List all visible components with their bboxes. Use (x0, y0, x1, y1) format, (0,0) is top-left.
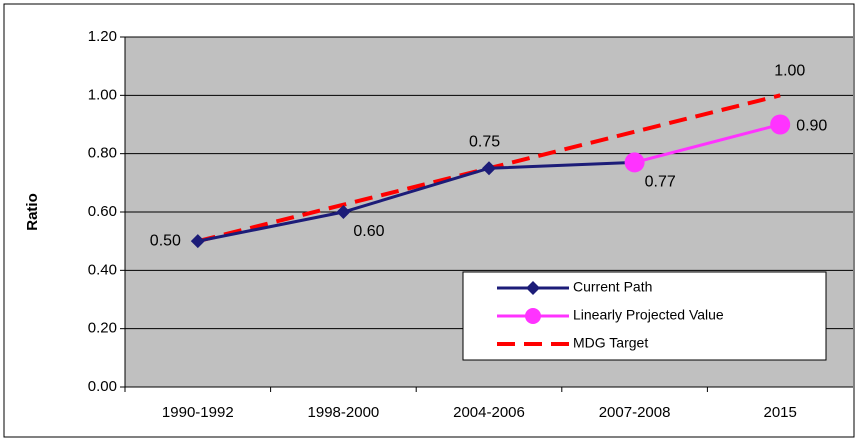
y-tick-label: 1.20 (88, 28, 117, 45)
legend-marker (525, 308, 541, 324)
data-label: 0.90 (796, 118, 827, 135)
data-label: 0.50 (150, 232, 181, 249)
y-axis-title: Ratio (24, 193, 41, 231)
y-tick-label: 0.60 (88, 203, 117, 220)
x-tick-label: 1990-1992 (162, 404, 234, 421)
data-point (770, 114, 791, 135)
series-line (197, 160, 635, 243)
series-line (634, 123, 781, 164)
y-tick-label: 0.00 (88, 378, 117, 395)
y-tick-label: 0.80 (88, 145, 117, 162)
x-tick-label: 2007-2008 (599, 404, 671, 421)
data-label: 0.75 (469, 133, 500, 150)
legend-marker (526, 281, 540, 295)
data-label: 0.77 (645, 174, 676, 191)
x-tick-label: 1998-2000 (308, 404, 380, 421)
x-tick-label: 2015 (764, 404, 797, 421)
data-label: 0.60 (353, 223, 384, 240)
data-point (624, 152, 645, 173)
legend-label: MDG Target (573, 335, 648, 351)
y-tick-label: 1.00 (88, 86, 117, 103)
data-point (336, 205, 351, 219)
data-point (190, 234, 205, 249)
y-tick-label: 0.40 (88, 261, 117, 278)
y-tick-label: 0.20 (88, 320, 117, 337)
data-point (482, 161, 496, 176)
x-tick-label: 2004-2006 (453, 404, 525, 421)
legend-label: Linearly Projected Value (573, 307, 724, 323)
data-label: 1.00 (774, 63, 805, 80)
legend-label: Current Path (573, 279, 652, 295)
